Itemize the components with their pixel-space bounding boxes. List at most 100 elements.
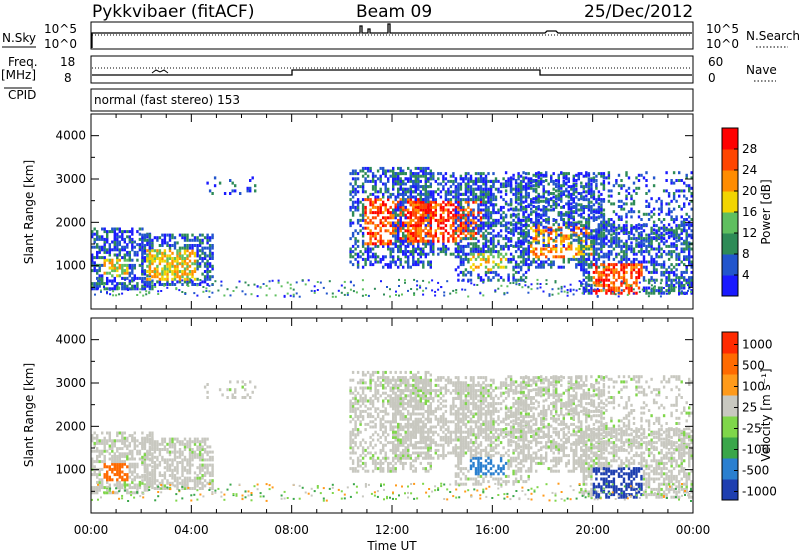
- heatmap-cell: [424, 190, 427, 194]
- heatmap-cell: [675, 252, 678, 256]
- heatmap-cell: [424, 198, 427, 202]
- heatmap-cell: [680, 207, 683, 211]
- heatmap-cell: [635, 252, 638, 256]
- heatmap-cell: [101, 439, 104, 443]
- heatmap-cell: [449, 234, 453, 238]
- heatmap-cell: [570, 187, 573, 191]
- heatmap-cell: [657, 207, 661, 211]
- heatmap-cell: [632, 281, 636, 285]
- heatmap-cell: [462, 226, 465, 230]
- heatmap-cell: [409, 187, 412, 191]
- heatmap-cell: [522, 215, 525, 219]
- heatmap-cell: [106, 276, 109, 280]
- heatmap-noise: [220, 284, 223, 287]
- heatmap-cell: [444, 195, 448, 199]
- heatmap-cell: [349, 205, 352, 209]
- heatmap-cell: [432, 250, 435, 254]
- heatmap-cell: [670, 210, 673, 214]
- heatmap-cell: [545, 173, 548, 177]
- heatmap-cell: [459, 192, 463, 196]
- heatmap-cell: [672, 283, 676, 287]
- heatmap-cell: [397, 255, 400, 259]
- heatmap-cell: [477, 250, 480, 254]
- heatmap-cell: [532, 187, 535, 191]
- heatmap-cell: [509, 215, 513, 219]
- heatmap-cell: [404, 244, 407, 248]
- heatmap-cell: [183, 272, 187, 276]
- heatmap-cell: [361, 198, 365, 202]
- heatmap-cell: [640, 173, 643, 177]
- heatmap-cell: [116, 269, 119, 273]
- heatmap-cell: [173, 277, 177, 281]
- heatmap-cell: [462, 237, 465, 241]
- heatmap-cell: [382, 172, 385, 176]
- heatmap-cell: [597, 207, 601, 211]
- heatmap-cell: [361, 239, 365, 243]
- heatmap-cell: [376, 244, 380, 248]
- heatmap-cell: [602, 184, 606, 188]
- heatmap-cell: [514, 226, 518, 230]
- heatmap-cell: [412, 195, 415, 199]
- heatmap-noise: [422, 293, 425, 296]
- heatmap-cell: [452, 174, 455, 178]
- heatmap-cell: [492, 179, 495, 183]
- heatmap-cell: [148, 235, 152, 239]
- heatmap-cell: [602, 270, 606, 274]
- heatmap-cell: [612, 286, 616, 290]
- heatmap-cell: [685, 229, 688, 233]
- heatmap-cell: [171, 264, 174, 268]
- heatmap-cell: [655, 289, 658, 293]
- nsearch-label: N.Search: [746, 29, 800, 43]
- heatmap-cell: [196, 238, 199, 242]
- heatmap-cell: [111, 287, 114, 291]
- heatmap-cell: [404, 182, 407, 186]
- heatmap-cell: [128, 271, 131, 275]
- heatmap-cell: [447, 203, 450, 207]
- heatmap-cell: [128, 237, 131, 241]
- heatmap-cell: [133, 284, 136, 288]
- heatmap-cell: [462, 179, 465, 183]
- heatmap-cell: [374, 179, 377, 183]
- heatmap-cell: [98, 478, 101, 482]
- heatmap-noise: [650, 287, 653, 290]
- heatmap-cell: [432, 234, 435, 238]
- heatmap-cell: [650, 289, 653, 293]
- heatmap-cell: [98, 483, 101, 487]
- heatmap-cell: [101, 235, 104, 239]
- heatmap-cell: [600, 174, 603, 178]
- heatmap-cell: [678, 224, 681, 228]
- heatmap-cell: [580, 252, 583, 256]
- heatmap-cell: [587, 234, 591, 238]
- heatmap-cell: [590, 192, 593, 195]
- heatmap-cell: [605, 223, 608, 227]
- heatmap-cell: [118, 253, 121, 257]
- heatmap-cell: [427, 166, 430, 170]
- heatmap-cell: [605, 276, 608, 280]
- heatmap-cell: [662, 273, 666, 277]
- heatmap-cell: [93, 237, 96, 241]
- heatmap-cell: [361, 205, 365, 209]
- heatmap-noise: [659, 290, 662, 293]
- heatmap-cell: [424, 185, 427, 189]
- heatmap-cell: [133, 245, 136, 249]
- heatmap-cell: [620, 186, 623, 190]
- heatmap-cell: [349, 172, 352, 176]
- heatmap-cell: [615, 239, 618, 243]
- heatmap-noise: [632, 288, 635, 291]
- heatmap-cell: [148, 246, 152, 250]
- heatmap-cell: [371, 185, 375, 189]
- heatmap-cell: [625, 228, 628, 232]
- heatmap-cell: [670, 226, 673, 230]
- heatmap-cell: [512, 229, 515, 233]
- heatmap-cell: [442, 174, 445, 178]
- heatmap-cell: [166, 275, 169, 279]
- heatmap-noise: [355, 291, 358, 294]
- heatmap-cell: [106, 235, 109, 239]
- heatmap-cell: [600, 228, 603, 232]
- heatmap-cell: [394, 221, 397, 225]
- heatmap-cell: [437, 221, 440, 225]
- heatmap-cell: [454, 187, 458, 191]
- heatmap-cell: [602, 172, 606, 176]
- heatmap-cell: [474, 242, 478, 246]
- heatmap-cell: [379, 166, 382, 170]
